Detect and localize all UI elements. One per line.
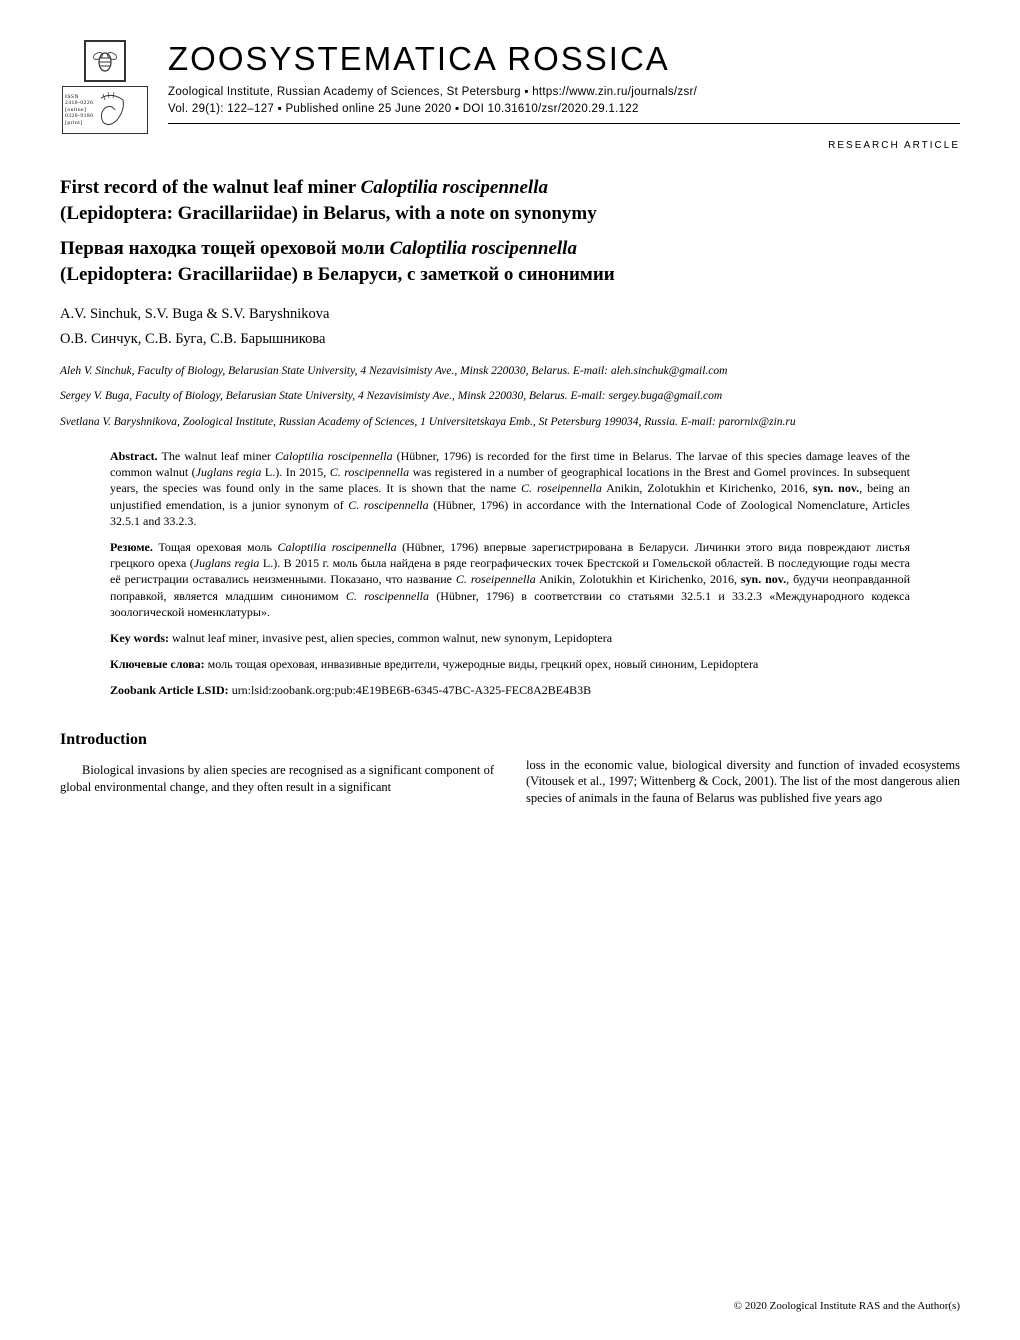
kw-en-label: Key words: [110,631,169,645]
section-heading-introduction: Introduction [60,729,494,751]
abs-en-t3: L.). In 2015, [261,465,329,479]
journal-meta-line1: Zoological Institute, Russian Academy of… [168,84,960,101]
authors-en: A.V. Sinchuk, S.V. Buga & S.V. Baryshnik… [60,306,960,323]
title-en-text2: (Lepidoptera: Gracillariidae) in Belarus… [60,203,597,224]
abstract-ru: Резюме. Тощая ореховая моль Caloptilia r… [110,539,910,620]
abs-ru-t4: Anikin, Zolotukhin et Kirichenko, 2016, [536,572,741,586]
abs-ru-sp4: C. roscipennella [346,589,429,603]
keywords-en: Key words: walnut leaf miner, invasive p… [110,630,910,646]
abs-en-syn: syn. nov. [813,481,859,495]
abs-en-sp3: C. roscipennella [330,465,409,479]
article-type: RESEARCH ARTICLE [60,140,960,151]
zoobank-label: Zoobank Article LSID: [110,683,229,697]
title-en-text1: First record of the walnut leaf miner [60,177,361,198]
title-en-species: Caloptilia roscipennella [361,177,548,198]
abs-en-sp5: C. roscipennella [348,498,428,512]
intro-para-right: loss in the economic value, biological d… [526,757,960,808]
shrimp-icon [97,90,127,130]
abstract-en: Abstract. The walnut leaf miner Caloptil… [110,448,910,529]
body-columns: Introduction Biological invasions by ali… [60,709,960,808]
journal-emblem-bottom: ISSN 2410-0226 [online] 0320-9180 [print… [62,86,148,134]
title-ru-text1: Первая находка тощей ореховой моли [60,238,390,259]
header: ISSN 2410-0226 [online] 0320-9180 [print… [60,40,960,134]
bee-icon [90,46,120,76]
intro-para-left: Biological invasions by alien species ar… [60,762,494,796]
zoobank: Zoobank Article LSID: urn:lsid:zoobank.o… [110,682,910,698]
abs-ru-sp1: Caloptilia roscipennella [277,540,396,554]
affiliation-2: Sergey V. Buga, Faculty of Biology, Bela… [60,389,960,405]
abs-ru-syn: syn. nov. [741,572,786,586]
article-title-en: First record of the walnut leaf miner Ca… [60,175,960,226]
abs-ru-t1: Тощая ореховая моль [153,540,278,554]
abs-ru-sp3: C. roseipennella [456,572,536,586]
title-ru-text2: (Lepidoptera: Gracillariidae) в Беларуси… [60,264,615,285]
kw-en-text: walnut leaf miner, invasive pest, alien … [169,631,612,645]
header-rule [168,123,960,124]
kw-ru-label: Ключевые слова: [110,657,205,671]
journal-meta: Zoological Institute, Russian Academy of… [168,84,960,119]
title-ru-species: Caloptilia roscipennella [390,238,577,259]
abs-en-sp4: C. roseipennella [521,481,602,495]
zoobank-text: urn:lsid:zoobank.org:pub:4E19BE6B-6345-4… [229,683,591,697]
abs-en-sp1: Caloptilia roscipennella [275,449,393,463]
journal-emblem-top [84,40,126,82]
journal-title: ZOOSYSTEMATICA ROSSICA [168,40,960,78]
affiliation-1: Aleh V. Sinchuk, Faculty of Biology, Bel… [60,364,960,380]
authors-ru: О.В. Синчук, С.В. Буга, С.В. Барышникова [60,331,960,348]
issn-block: ISSN 2410-0226 [online] 0320-9180 [print… [65,94,93,127]
abstract-block: Abstract. The walnut leaf miner Caloptil… [110,448,910,698]
journal-title-block: ZOOSYSTEMATICA ROSSICA Zoological Instit… [168,40,960,124]
column-right: loss in the economic value, biological d… [526,709,960,808]
abstract-ru-label: Резюме. [110,540,153,554]
article-title-ru: Первая находка тощей ореховой моли Calop… [60,236,960,287]
abs-en-sp2: Juglans regia [196,465,262,479]
journal-meta-line2: Vol. 29(1): 122–127 ▪ Published online 2… [168,101,960,118]
abs-en-t5: Anikin, Zolotukhin et Kirichenko, 2016, [602,481,813,495]
abstract-en-label: Abstract. [110,449,158,463]
abs-ru-sp2: Juglans regia [194,556,260,570]
keywords-ru: Ключевые слова: моль тощая ореховая, инв… [110,656,910,672]
kw-ru-text: моль тощая ореховая, инвазивные вредител… [205,657,759,671]
copyright-footer: © 2020 Zoological Institute RAS and the … [734,1300,960,1312]
abs-en-t1: The walnut leaf miner [158,449,275,463]
column-left: Introduction Biological invasions by ali… [60,709,494,808]
affiliation-3: Svetlana V. Baryshnikova, Zoological Ins… [60,415,960,431]
logo-block: ISSN 2410-0226 [online] 0320-9180 [print… [60,40,150,134]
